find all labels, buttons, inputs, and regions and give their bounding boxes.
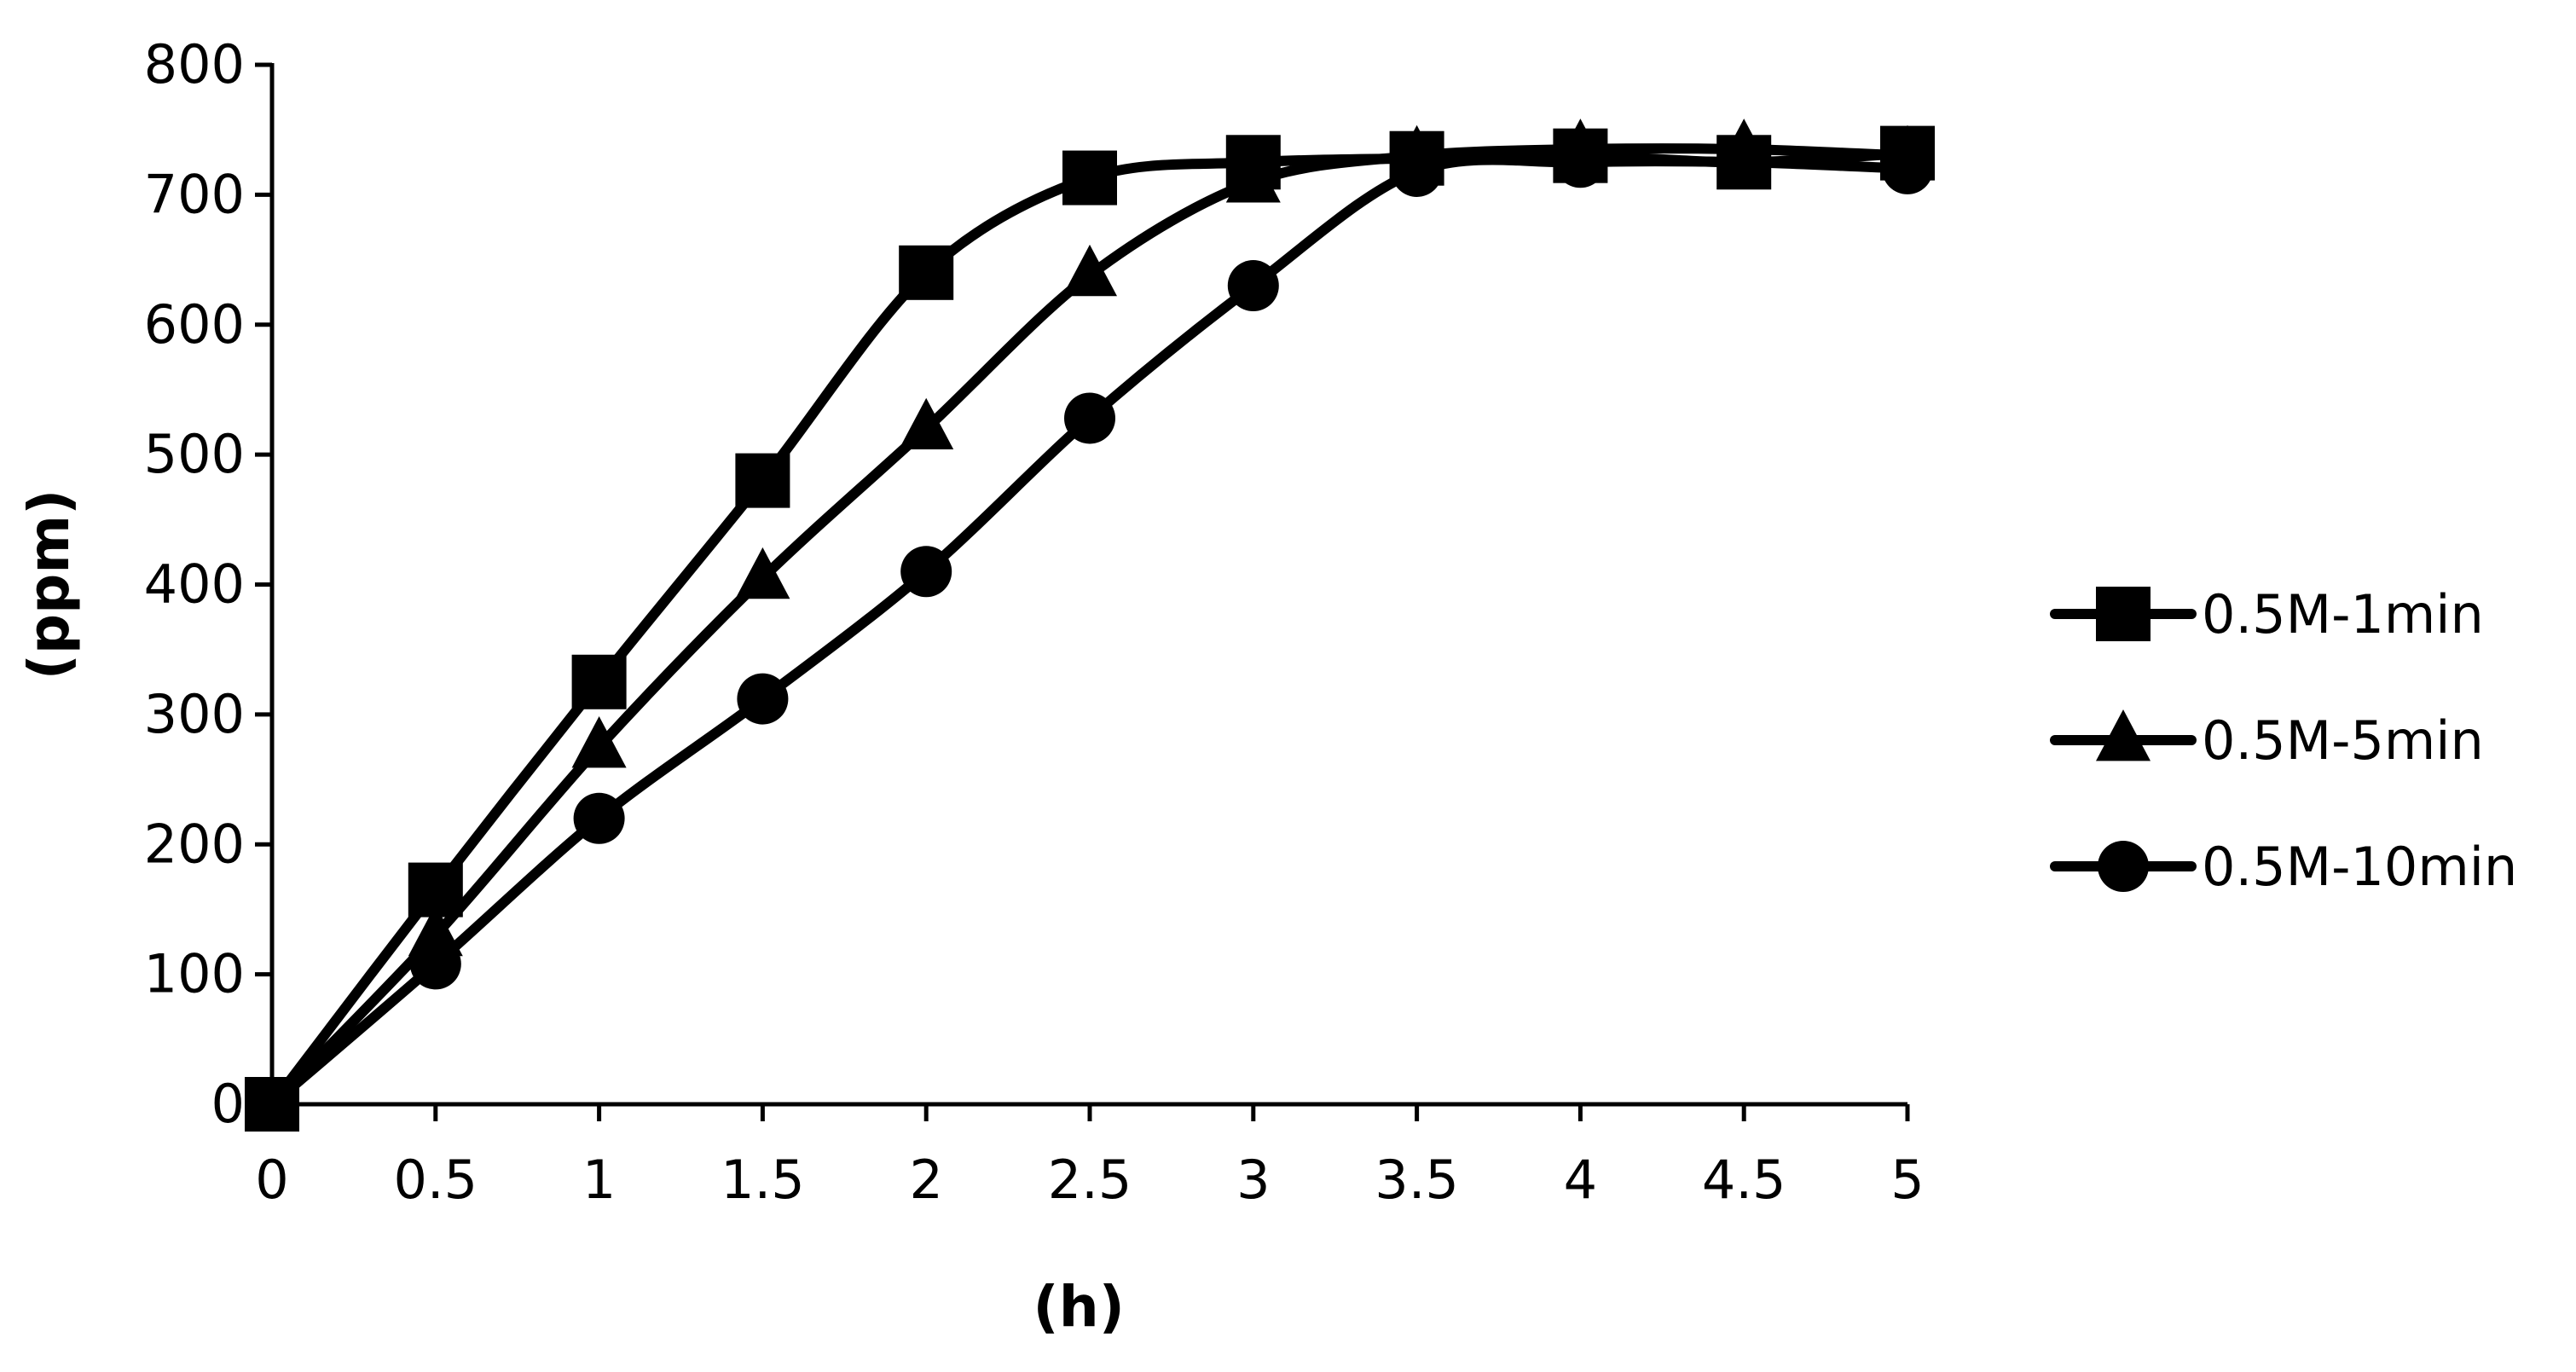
- y-tick-label: 400: [144, 553, 245, 616]
- x-tick-label: 4: [1564, 1149, 1597, 1211]
- data-point-triangle: [1062, 244, 1117, 297]
- data-point-circle: [246, 1079, 298, 1130]
- data-point-circle: [1391, 145, 1443, 197]
- legend-marker-square: [2096, 587, 2151, 641]
- x-tick-label: 5: [1890, 1149, 1924, 1211]
- data-point-square: [899, 245, 954, 300]
- series-line: [267, 154, 1913, 1109]
- y-tick-label: 100: [144, 943, 245, 1005]
- x-tick-label: 2.5: [1048, 1149, 1132, 1211]
- legend-label: 0.5M-10min: [2202, 836, 2517, 898]
- x-tick-label: 0.5: [393, 1149, 478, 1211]
- y-tick-label: 0: [211, 1073, 245, 1135]
- y-tick-label: 300: [144, 683, 245, 745]
- data-point-circle: [737, 673, 789, 725]
- legend-entry: 0.5M-5min: [2050, 709, 2484, 772]
- legend-entry: 0.5M-1min: [2050, 583, 2484, 645]
- x-tick-label: 1: [582, 1149, 616, 1211]
- legend-marker-circle: [2098, 841, 2149, 892]
- data-point-square: [571, 654, 627, 709]
- legend-marker-triangle: [2096, 709, 2151, 761]
- data-point-circle: [573, 792, 625, 844]
- y-tick-label: 700: [144, 163, 245, 225]
- data-point-circle: [900, 546, 952, 598]
- x-axis-title: (h): [1033, 1274, 1125, 1340]
- data-point-circle: [409, 938, 461, 990]
- data-point-triangle: [571, 716, 627, 768]
- series-circle: [246, 136, 1933, 1130]
- x-tick-label: 1.5: [721, 1149, 805, 1211]
- data-point-triangle: [735, 547, 790, 599]
- y-tick-label: 600: [144, 293, 245, 356]
- y-tick-label: 200: [144, 813, 245, 875]
- data-point-square: [1062, 150, 1117, 206]
- legend: 0.5M-1min 0.5M-5min 0.5M-10min: [2050, 583, 2517, 898]
- data-point-circle: [1227, 260, 1279, 312]
- data-point-circle: [1718, 136, 1770, 188]
- x-tick-label: 0: [255, 1149, 288, 1211]
- data-point-triangle: [899, 397, 954, 450]
- y-axis-title: (ppm): [16, 489, 82, 680]
- data-point-square: [735, 453, 790, 508]
- data-point-circle: [1064, 392, 1115, 444]
- x-tick-label: 3.5: [1375, 1149, 1459, 1211]
- legend-label: 0.5M-5min: [2202, 709, 2484, 772]
- legend-label: 0.5M-1min: [2202, 583, 2484, 645]
- data-point-triangle: [1225, 151, 1281, 203]
- axes: 0 100 200 300 400 500 600 700 800 0 0.5 1 1.5 2 2.5 3 3.…: [144, 33, 1925, 1211]
- data-point-circle: [1554, 136, 1606, 188]
- y-tick-label: 500: [144, 423, 245, 485]
- series-triangle: [245, 119, 1935, 1126]
- y-tick-label: 800: [144, 33, 245, 96]
- data-point-circle: [1882, 142, 1933, 194]
- x-tick-label: 2: [909, 1149, 942, 1211]
- series-layer: [245, 119, 1935, 1132]
- legend-entry: 0.5M-10min: [2050, 836, 2517, 898]
- x-tick-label: 4.5: [1702, 1149, 1786, 1211]
- x-tick-label: 3: [1236, 1149, 1270, 1211]
